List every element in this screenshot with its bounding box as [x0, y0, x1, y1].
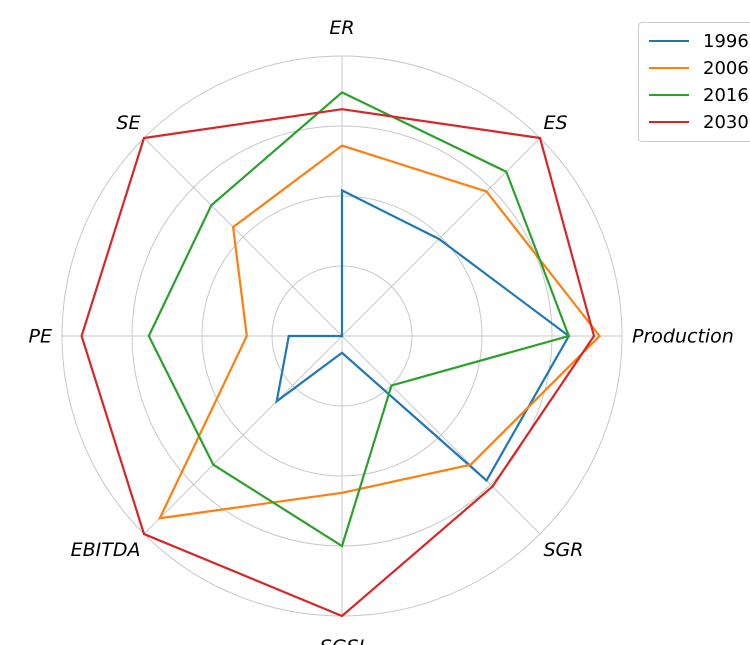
- legend-swatch: [649, 121, 689, 123]
- series-line-2006: [157, 144, 602, 520]
- axis-label-sgsi: SGSI: [320, 636, 365, 645]
- axis-label-es: ES: [544, 112, 568, 134]
- axis-label-ebitda: EBITDA: [71, 539, 141, 561]
- axis-label-pe: PE: [29, 326, 52, 348]
- legend-item-2006: 2006: [649, 55, 749, 81]
- radar-series: [80, 91, 602, 618]
- grid-spoke: [143, 137, 343, 337]
- legend-label: 2006: [703, 57, 749, 79]
- legend-swatch: [649, 67, 689, 69]
- legend-label: 2030: [703, 111, 749, 133]
- legend-swatch: [649, 40, 689, 42]
- axis-label-sgr: SGR: [544, 539, 584, 561]
- series-line-1996: [275, 188, 571, 483]
- legend-swatch: [649, 94, 689, 96]
- axis-label-se: SE: [116, 112, 140, 134]
- axis-label-production: Production: [632, 326, 734, 348]
- legend-label: 2016: [703, 84, 749, 106]
- grid-spoke: [341, 335, 541, 535]
- legend-item-1996: 1996: [649, 28, 749, 54]
- grid-spoke: [341, 137, 541, 337]
- series-line-2030: [80, 108, 596, 618]
- grid-spoke: [143, 335, 343, 535]
- axis-label-er: ER: [329, 17, 354, 39]
- legend-item-2016: 2016: [649, 82, 749, 108]
- legend-label: 1996: [703, 30, 749, 52]
- axis-labels: ER ES Production SGR SGSI EBITDA PE SE: [29, 17, 734, 645]
- legend-item-2030: 2030: [649, 109, 749, 135]
- chart-legend: 1996 2006 2016 2030: [638, 22, 750, 142]
- series-line-2016: [147, 91, 571, 548]
